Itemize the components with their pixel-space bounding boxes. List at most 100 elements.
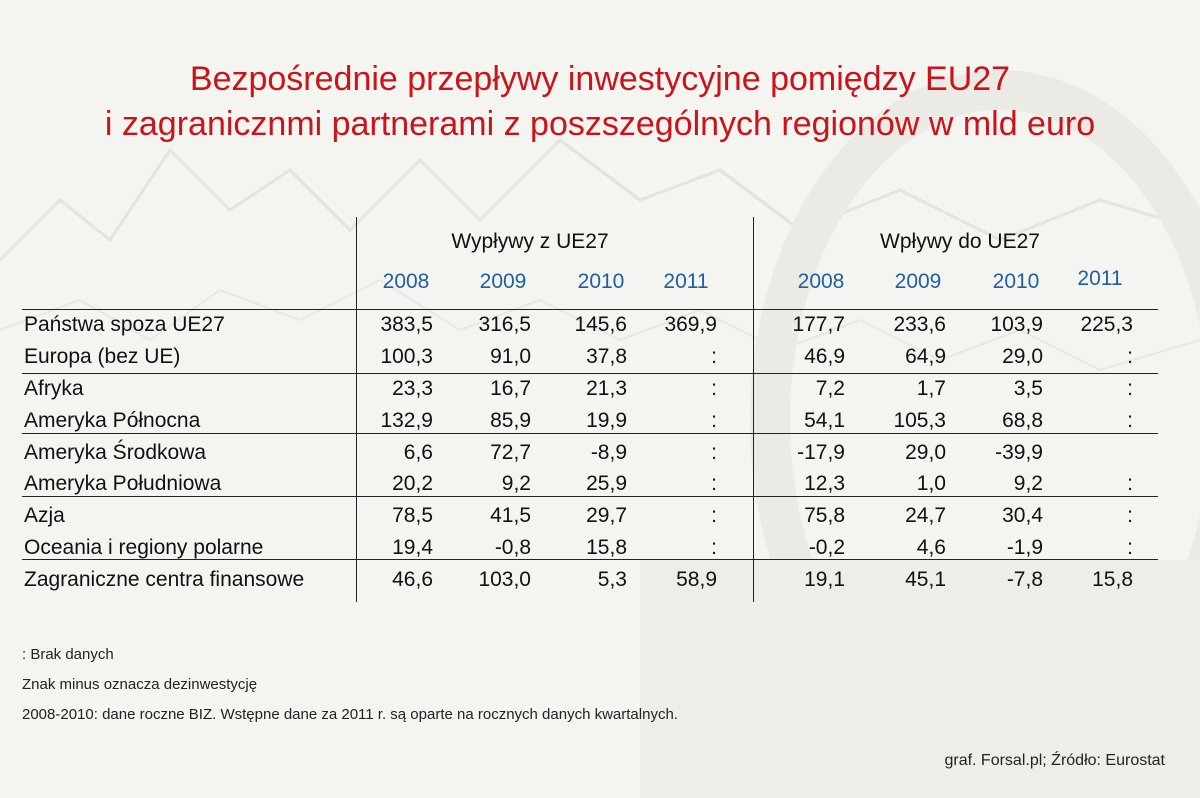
footnote-data-source-years: 2008-2010: dane roczne BIZ. Wstępne dane… (22, 706, 678, 723)
table-cell-in-2009: 24,7 (905, 504, 946, 527)
table-cell-in-2011: : (1127, 536, 1133, 559)
row-rule (22, 373, 1158, 374)
table-cell-out-2010: 145,6 (574, 313, 627, 336)
group-header-inflows: Wpływy do UE27 (880, 230, 1040, 253)
table-cell-out-2009: 72,7 (490, 441, 531, 464)
table-cell-out-2009: 85,9 (490, 409, 531, 432)
table-cell-in-2009: 45,1 (905, 568, 946, 591)
table-cell-out-2010: 29,7 (586, 504, 627, 527)
table-cell-in-2008: 54,1 (804, 409, 845, 432)
table-cell-in-2011: 15,8 (1092, 568, 1133, 591)
table-cell-in-2011: : (1127, 409, 1133, 432)
table-cell-in-2009: 105,3 (893, 409, 946, 432)
table-cell-out-2009: 103,0 (478, 568, 531, 591)
table-cell-out-2011: : (711, 504, 717, 527)
row-label: Ameryka Środkowa (24, 441, 207, 464)
table-cell-in-2010: 29,0 (1002, 345, 1043, 368)
year-header-in-2011: 2011 (1077, 267, 1123, 290)
table-cell-out-2011: 369,9 (664, 313, 717, 336)
table-cell-in-2011: : (1127, 377, 1133, 400)
table-cell-in-2010: 68,8 (1002, 409, 1043, 432)
row-rule (22, 496, 1158, 497)
table-cell-out-2009: 16,7 (490, 377, 531, 400)
table-cell-in-2009: 4,6 (916, 536, 946, 559)
row-label: Europa (bez UE) (24, 345, 181, 368)
table-cell-out-2008: 23,3 (392, 377, 433, 400)
year-header-out-2008: 2008 (382, 270, 430, 293)
table-cell-out-2009: 91,0 (490, 345, 531, 368)
table-cell-out-2008: 20,2 (392, 472, 433, 495)
chart-title-line2: i zagranicznmi partnerami z poszszególny… (104, 105, 1096, 143)
table-cell-out-2008: 46,6 (392, 568, 433, 591)
year-header-out-2011: 2011 (663, 270, 709, 293)
table-cell-out-2011: : (711, 441, 717, 464)
year-header-in-2009: 2009 (894, 270, 942, 293)
year-header-out-2009: 2009 (479, 270, 527, 293)
table-cell-out-2008: 78,5 (392, 504, 433, 527)
table-cell-in-2009: 29,0 (905, 441, 946, 464)
table-cell-in-2011: : (1127, 472, 1133, 495)
table-cell-in-2011: 225,3 (1080, 313, 1133, 336)
table-cell-out-2009: 9,2 (501, 472, 531, 495)
table-cell-out-2010: 25,9 (586, 472, 627, 495)
table-cell-out-2011: : (711, 345, 717, 368)
table-cell-out-2010: -8,9 (590, 441, 627, 464)
table-cell-in-2010: 30,4 (1002, 504, 1043, 527)
table-cell-in-2008: -0,2 (808, 536, 845, 559)
year-header-out-2010: 2010 (577, 270, 625, 293)
table-cell-in-2010: 3,5 (1013, 377, 1043, 400)
table-cell-in-2008: -17,9 (797, 441, 845, 464)
table-cell-out-2010: 37,8 (586, 345, 627, 368)
table-cell-in-2008: 7,2 (815, 377, 845, 400)
row-label: Ameryka Północna (24, 409, 201, 432)
table-cell-out-2008: 132,9 (380, 409, 433, 432)
table-cell-in-2009: 1,0 (916, 472, 946, 495)
header-rule (22, 309, 1158, 310)
table-cell-out-2010: 21,3 (586, 377, 627, 400)
row-label: Afryka (24, 377, 84, 400)
row-label: Azja (24, 504, 65, 527)
table-cell-out-2009: 41,5 (490, 504, 531, 527)
table-cell-out-2009: 316,5 (478, 313, 531, 336)
column-divider-left (356, 217, 357, 602)
table-cell-in-2008: 177,7 (792, 313, 845, 336)
table-cell-in-2008: 19,1 (804, 568, 845, 591)
table-cell-in-2008: 75,8 (804, 504, 845, 527)
table-cell-in-2009: 1,7 (916, 377, 946, 400)
table-cell-out-2008: 19,4 (392, 536, 433, 559)
table-cell-out-2008: 100,3 (380, 345, 433, 368)
table-cell-in-2010: 9,2 (1013, 472, 1043, 495)
table-cell-out-2011: : (711, 377, 717, 400)
row-label: Oceania i regiony polarne (24, 536, 264, 559)
table-cell-out-2011: : (711, 409, 717, 432)
table-cell-out-2011: 58,9 (676, 568, 717, 591)
footnote-no-data: : Brak danych (22, 646, 114, 663)
table-cell-in-2010: -7,8 (1006, 568, 1043, 591)
column-divider-middle (753, 217, 754, 602)
table-cell-out-2010: 19,9 (586, 409, 627, 432)
table-cell-in-2008: 12,3 (804, 472, 845, 495)
group-header-outflows: Wypływy z UE27 (451, 230, 609, 253)
year-header-in-2008: 2008 (797, 270, 845, 293)
chart-title-line1: Bezpośrednie przepływy inwestycyjne pomi… (189, 60, 1011, 98)
table-cell-in-2011: : (1127, 345, 1133, 368)
table-cell-out-2010: 15,8 (586, 536, 627, 559)
row-rule (22, 433, 1158, 434)
table-cell-in-2009: 233,6 (893, 313, 946, 336)
table-cell-out-2011: : (711, 536, 717, 559)
row-label: Zagraniczne centra finansowe (24, 568, 305, 591)
table-cell-in-2010: 103,9 (990, 313, 1043, 336)
footnote-minus-sign: Znak minus oznacza dezinwestycję (22, 676, 258, 693)
table-cell-in-2011: : (1127, 504, 1133, 527)
row-label: Państwa spoza UE27 (24, 313, 225, 336)
row-label: Ameryka Południowa (24, 472, 222, 495)
table-cell-out-2010: 5,3 (597, 568, 627, 591)
table-cell-in-2010: -39,9 (995, 441, 1043, 464)
table-cell-out-2008: 383,5 (380, 313, 433, 336)
source-credit: graf. Forsal.pl; Źródło: Eurostat (944, 752, 1165, 769)
table-cell-in-2008: 46,9 (804, 345, 845, 368)
table-cell-in-2009: 64,9 (905, 345, 946, 368)
year-header-in-2010: 2010 (992, 270, 1040, 293)
row-rule (22, 559, 1158, 560)
